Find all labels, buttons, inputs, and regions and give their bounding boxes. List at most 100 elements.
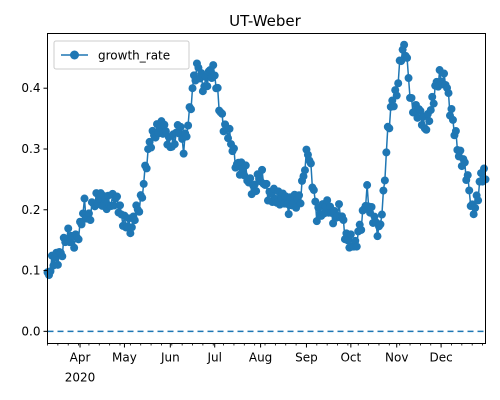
data-point	[64, 224, 73, 233]
data-point	[86, 216, 95, 225]
x-tick-label: Dec	[429, 351, 452, 365]
data-point	[447, 105, 456, 114]
data-point	[176, 122, 185, 131]
data-point	[343, 236, 352, 245]
data-point	[323, 196, 332, 205]
data-point	[352, 242, 361, 251]
data-point	[252, 187, 261, 196]
data-point	[335, 200, 344, 209]
data-point	[300, 166, 309, 175]
data-point	[187, 105, 196, 114]
x-tick-label: Jul	[206, 351, 221, 365]
data-point	[77, 220, 86, 229]
y-tick-label: 0.1	[21, 264, 40, 278]
x-tick-label: Aug	[249, 351, 272, 365]
y-tick-label: 0.2	[21, 203, 40, 217]
data-point	[306, 159, 315, 168]
data-point	[392, 91, 401, 100]
data-point	[426, 106, 435, 115]
data-point	[404, 74, 413, 83]
data-point	[407, 93, 416, 102]
data-point	[346, 230, 355, 239]
data-point	[448, 115, 457, 124]
data-point	[147, 143, 156, 152]
data-point	[444, 89, 453, 98]
data-point	[74, 235, 83, 244]
plot-area	[43, 40, 490, 333]
data-point	[403, 53, 412, 62]
data-point	[135, 207, 144, 216]
data-point	[229, 144, 238, 153]
data-point	[456, 146, 465, 155]
data-point	[400, 40, 409, 49]
data-point	[138, 193, 147, 202]
data-point	[463, 171, 472, 180]
data-point	[380, 176, 389, 185]
data-point	[377, 210, 386, 219]
data-point	[429, 99, 438, 108]
axes-frame	[47, 33, 486, 344]
x-tick-label: Oct	[340, 351, 361, 365]
data-point	[241, 161, 250, 170]
y-tick-label: 0.4	[21, 81, 40, 95]
data-point	[246, 174, 255, 183]
data-point	[110, 201, 119, 210]
legend: growth_rate	[53, 40, 190, 70]
data-point	[295, 191, 304, 200]
data-point	[471, 203, 480, 212]
data-point	[179, 149, 188, 158]
data-point	[142, 164, 151, 173]
x-tick-label: Sep	[295, 351, 318, 365]
data-point	[209, 61, 218, 70]
data-point	[376, 220, 385, 229]
data-point	[460, 158, 469, 167]
data-point	[474, 196, 483, 205]
data-point	[182, 132, 191, 141]
data-point	[113, 192, 122, 201]
data-point	[225, 124, 234, 133]
data-point	[213, 83, 222, 92]
data-point	[224, 134, 233, 143]
data-point	[385, 124, 394, 133]
data-point	[250, 180, 259, 189]
data-point	[382, 148, 391, 157]
data-point	[53, 260, 62, 269]
x-tick-label: Jun	[160, 351, 180, 365]
data-point	[451, 127, 460, 136]
data-point	[367, 203, 376, 211]
data-point	[188, 84, 197, 93]
data-point	[70, 243, 79, 252]
y-tick-label: 0.3	[21, 142, 40, 156]
data-point	[296, 199, 305, 208]
x-tick-label: May	[112, 351, 137, 365]
data-point	[184, 121, 193, 130]
data-point	[139, 179, 148, 188]
data-point	[480, 164, 489, 173]
data-point	[422, 125, 431, 134]
data-point	[203, 82, 212, 91]
data-point	[397, 57, 406, 66]
data-point	[428, 92, 437, 101]
data-point	[116, 201, 125, 210]
y-tick-label: 0.0	[21, 324, 40, 338]
legend-label: growth_rate	[98, 49, 170, 63]
data-point	[357, 225, 366, 234]
data-point	[284, 210, 293, 219]
data-point	[170, 140, 179, 149]
x-tick-year-label: 2020	[65, 371, 96, 385]
data-point	[469, 210, 478, 219]
x-tick-label: Nov	[385, 351, 408, 365]
data-point	[311, 197, 320, 206]
data-point	[80, 194, 89, 203]
data-point	[262, 179, 271, 188]
data-point	[218, 109, 227, 118]
data-point	[58, 252, 67, 261]
data-point	[440, 69, 449, 78]
data-point	[339, 215, 348, 224]
data-point	[465, 186, 474, 195]
data-point	[160, 120, 169, 129]
y-axis: 0.0 0.1 0.2 0.3 0.4	[21, 81, 48, 338]
data-point	[258, 165, 267, 174]
